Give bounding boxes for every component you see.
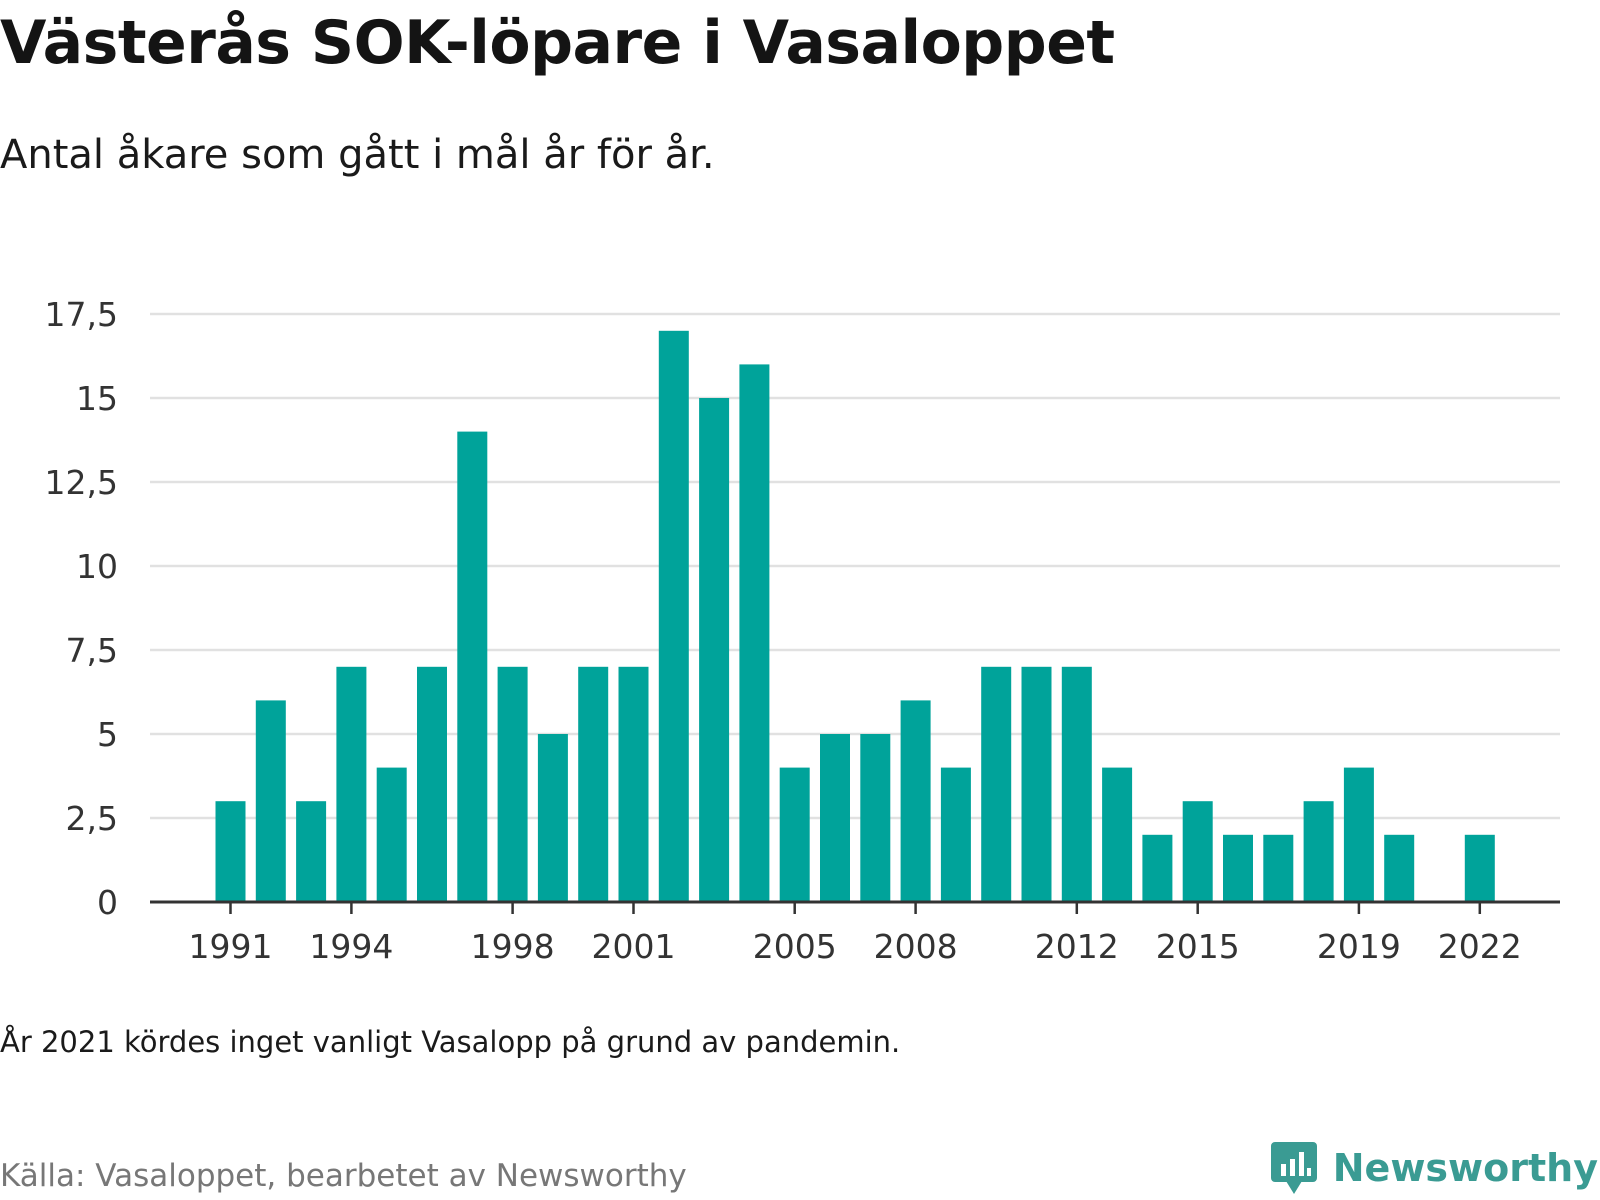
bar-chart-speech-bubble-icon (1270, 1142, 1317, 1194)
x-tick-label: 1991 (189, 927, 273, 966)
bar-2017 (1263, 834, 1294, 902)
bar-1993 (296, 801, 327, 902)
y-tick-label: 10 (76, 547, 118, 586)
bar-chart: 0 2,5 5 7,5 10 12,5 15 17,5 1991 1994 1998 2001 2005… (45, 295, 1560, 966)
x-tick-label: 2005 (753, 927, 837, 966)
chart-note: År 2021 kördes inget vanligt Vasalopp på… (0, 1025, 901, 1059)
bar-2022 (1464, 834, 1495, 902)
y-tick-label: 0 (97, 883, 118, 922)
bar-2005 (779, 767, 810, 902)
logo-text: Newsworthy (1332, 1146, 1598, 1190)
x-tick-label: 2015 (1156, 927, 1240, 966)
bar-1995 (376, 767, 407, 902)
y-tick-label: 15 (76, 379, 118, 418)
bar-2010 (981, 666, 1012, 902)
bar-2012 (1061, 666, 1092, 902)
bar-2011 (1021, 666, 1052, 902)
x-tick-label: 2022 (1438, 927, 1522, 966)
bar-2018 (1303, 801, 1334, 902)
bar-2006 (820, 734, 850, 902)
bar-1991 (215, 801, 246, 902)
x-tick-label: 1998 (471, 927, 555, 966)
bar-2007 (860, 734, 891, 902)
bar-2001 (618, 666, 649, 902)
bar-2014 (1142, 834, 1173, 902)
x-tick-label: 1994 (309, 927, 393, 966)
source-text: Källa: Vasaloppet, bearbetet av Newswort… (0, 1158, 687, 1194)
y-tick-label: 12,5 (45, 463, 118, 502)
bar-2004 (739, 364, 770, 902)
bar-1992 (255, 700, 286, 902)
bar-1997 (457, 431, 488, 902)
bar-2002 (658, 330, 689, 902)
x-tick-label: 2012 (1035, 927, 1119, 966)
bar-2009 (940, 767, 971, 902)
bar-1996 (417, 666, 447, 902)
bar-2013 (1102, 767, 1133, 902)
y-tick-label: 5 (97, 715, 118, 754)
bar-2000 (578, 666, 609, 902)
chart-title: Västerås SOK-löpare i Vasaloppet (0, 8, 1115, 78)
bar-2019 (1343, 767, 1374, 902)
x-tick-label: 2008 (874, 927, 958, 966)
bar-2008 (900, 700, 931, 902)
y-tick-label: 7,5 (66, 631, 118, 670)
bar-1999 (537, 734, 568, 902)
y-tick-label: 17,5 (45, 295, 118, 334)
x-tick-label: 2001 (592, 927, 676, 966)
newsworthy-logo: Newsworthy (1269, 1140, 1598, 1196)
bar-2015 (1182, 801, 1213, 902)
y-tick-label: 2,5 (66, 799, 118, 838)
bar-2003 (699, 398, 730, 902)
chart-subtitle: Antal åkare som gått i mål år för år. (0, 132, 715, 178)
bar-1994 (336, 666, 367, 902)
bar-1998 (497, 666, 528, 902)
bar-2020 (1384, 834, 1415, 902)
bar-2016 (1223, 834, 1253, 902)
x-tick-label: 2019 (1317, 927, 1401, 966)
